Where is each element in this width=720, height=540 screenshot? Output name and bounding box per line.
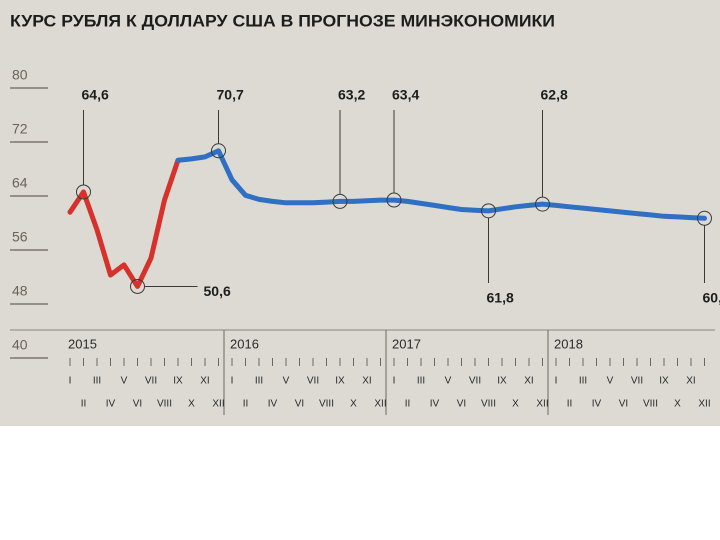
x-tick-label: VIII: [643, 399, 658, 410]
value-label: 60,7: [703, 290, 720, 306]
x-tick-label: I: [393, 376, 396, 387]
series-line: [67, 157, 181, 289]
y-tick-label: 48: [12, 283, 28, 299]
y-tick-label: 64: [12, 175, 28, 191]
x-tick-label: IX: [173, 376, 183, 387]
y-tick-label: 40: [12, 337, 28, 353]
x-tick-label: VI: [457, 399, 466, 410]
x-tick-label: XI: [686, 376, 695, 387]
x-tick-label: XII: [374, 399, 386, 410]
x-tick-label: II: [81, 399, 87, 410]
value-label: 50,6: [204, 283, 231, 299]
x-tick-label: II: [243, 399, 249, 410]
x-tick-label: IX: [335, 376, 345, 387]
year-label: 2017: [392, 336, 421, 351]
x-tick-label: I: [231, 376, 234, 387]
value-label: 70,7: [217, 87, 244, 103]
year-label: 2015: [68, 336, 97, 351]
paper-background: [0, 0, 720, 426]
x-tick-label: I: [555, 376, 558, 387]
x-tick-label: III: [579, 376, 587, 387]
x-tick-label: IV: [106, 399, 116, 410]
x-tick-label: VI: [133, 399, 142, 410]
value-label: 64,6: [82, 87, 109, 103]
x-tick-label: V: [121, 376, 128, 387]
x-tick-label: IV: [430, 399, 440, 410]
x-tick-label: XII: [212, 399, 224, 410]
x-tick-label: X: [188, 399, 195, 410]
x-tick-label: VII: [469, 376, 481, 387]
x-tick-label: V: [607, 376, 614, 387]
x-tick-label: III: [417, 376, 425, 387]
x-tick-label: IX: [659, 376, 669, 387]
x-tick-label: VII: [307, 376, 319, 387]
x-tick-label: XII: [536, 399, 548, 410]
x-tick-label: XI: [362, 376, 371, 387]
x-tick-label: VIII: [157, 399, 172, 410]
x-tick-label: X: [350, 399, 357, 410]
x-tick-label: VIII: [481, 399, 496, 410]
value-label: 63,4: [392, 87, 419, 103]
x-tick-label: VII: [631, 376, 643, 387]
year-label: 2018: [554, 336, 583, 351]
x-tick-label: X: [512, 399, 519, 410]
y-tick-label: 72: [12, 121, 28, 137]
value-label: 61,8: [487, 290, 514, 306]
x-tick-label: VIII: [319, 399, 334, 410]
x-tick-label: IV: [592, 399, 602, 410]
x-tick-label: V: [283, 376, 290, 387]
x-tick-label: I: [69, 376, 72, 387]
value-label: 62,8: [541, 87, 568, 103]
x-tick-label: XII: [698, 399, 710, 410]
x-tick-label: III: [93, 376, 101, 387]
x-tick-label: VII: [145, 376, 157, 387]
x-tick-label: XI: [200, 376, 209, 387]
x-tick-label: IV: [268, 399, 278, 410]
x-tick-label: III: [255, 376, 263, 387]
x-tick-label: V: [445, 376, 452, 387]
year-label: 2016: [230, 336, 259, 351]
y-tick-label: 80: [12, 67, 28, 83]
x-tick-label: VI: [295, 399, 304, 410]
x-tick-label: II: [405, 399, 411, 410]
chart-title: КУРС РУБЛЯ К ДОЛЛАРУ США В ПРОГНОЗЕ МИНЭ…: [10, 11, 555, 30]
x-tick-label: IX: [497, 376, 507, 387]
x-tick-label: X: [674, 399, 681, 410]
value-label: 63,2: [338, 87, 365, 103]
series-line: [175, 148, 707, 221]
y-tick-label: 56: [12, 229, 28, 245]
x-tick-label: VI: [619, 399, 628, 410]
x-tick-label: II: [567, 399, 573, 410]
x-tick-label: XI: [524, 376, 533, 387]
